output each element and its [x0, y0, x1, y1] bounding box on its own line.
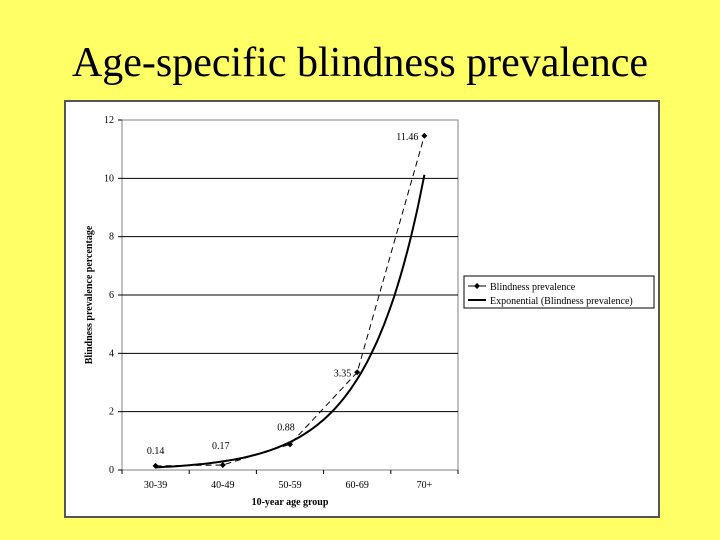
y-tick-labels: 0 2 4 6 8 10 12 — [104, 115, 114, 476]
y-tick-label: 0 — [109, 465, 114, 476]
data-label: 0.88 — [277, 422, 295, 433]
x-tick-labels: 30-39 40-49 50-59 60-69 70+ — [144, 480, 433, 491]
data-label: 0.17 — [212, 441, 230, 452]
legend-marker-prevalence — [474, 283, 480, 289]
prevalence-series — [152, 132, 428, 469]
grid-lines — [118, 119, 459, 474]
data-label: 0.14 — [147, 446, 165, 457]
data-label: 3.35 — [334, 368, 352, 379]
y-tick-label: 12 — [104, 115, 114, 126]
legend-label-trendline: Exponential (Blindness prevalence) — [490, 296, 633, 307]
y-tick-label: 4 — [109, 348, 114, 359]
y-tick-label: 8 — [109, 232, 114, 243]
prevalence-line — [155, 135, 425, 467]
x-tick-label: 50-59 — [278, 480, 301, 491]
data-point — [421, 132, 428, 139]
x-axis-title: 10-year age group — [252, 497, 329, 508]
data-point — [354, 369, 361, 376]
x-tick-label: 60-69 — [346, 480, 369, 491]
chart-frame: 0 2 4 6 8 10 12 30-39 40-49 50-59 60-69 70+ 0.14 0.… — [64, 100, 660, 518]
x-tick-label: 40-49 — [211, 480, 234, 491]
y-tick-label: 6 — [109, 290, 114, 301]
data-point — [287, 441, 293, 448]
legend-box — [463, 275, 655, 309]
legend-label-prevalence: Blindness prevalence — [490, 282, 576, 293]
x-tick-label: 30-39 — [144, 480, 167, 491]
y-tick-label: 10 — [104, 173, 114, 184]
x-tick-label: 70+ — [417, 480, 433, 491]
y-tick-label: 2 — [109, 407, 114, 418]
data-label: 11.46 — [396, 132, 418, 143]
legend: Blindness prevalence Exponential (Blindn… — [463, 275, 655, 309]
data-point — [152, 462, 159, 469]
y-axis-title: Blindness prevalence percentage — [84, 225, 95, 364]
data-labels: 0.14 0.17 0.88 3.35 11.46 — [147, 132, 419, 457]
slide-title: Age-specific blindness prevalence — [71, 40, 649, 86]
data-point — [219, 462, 226, 469]
